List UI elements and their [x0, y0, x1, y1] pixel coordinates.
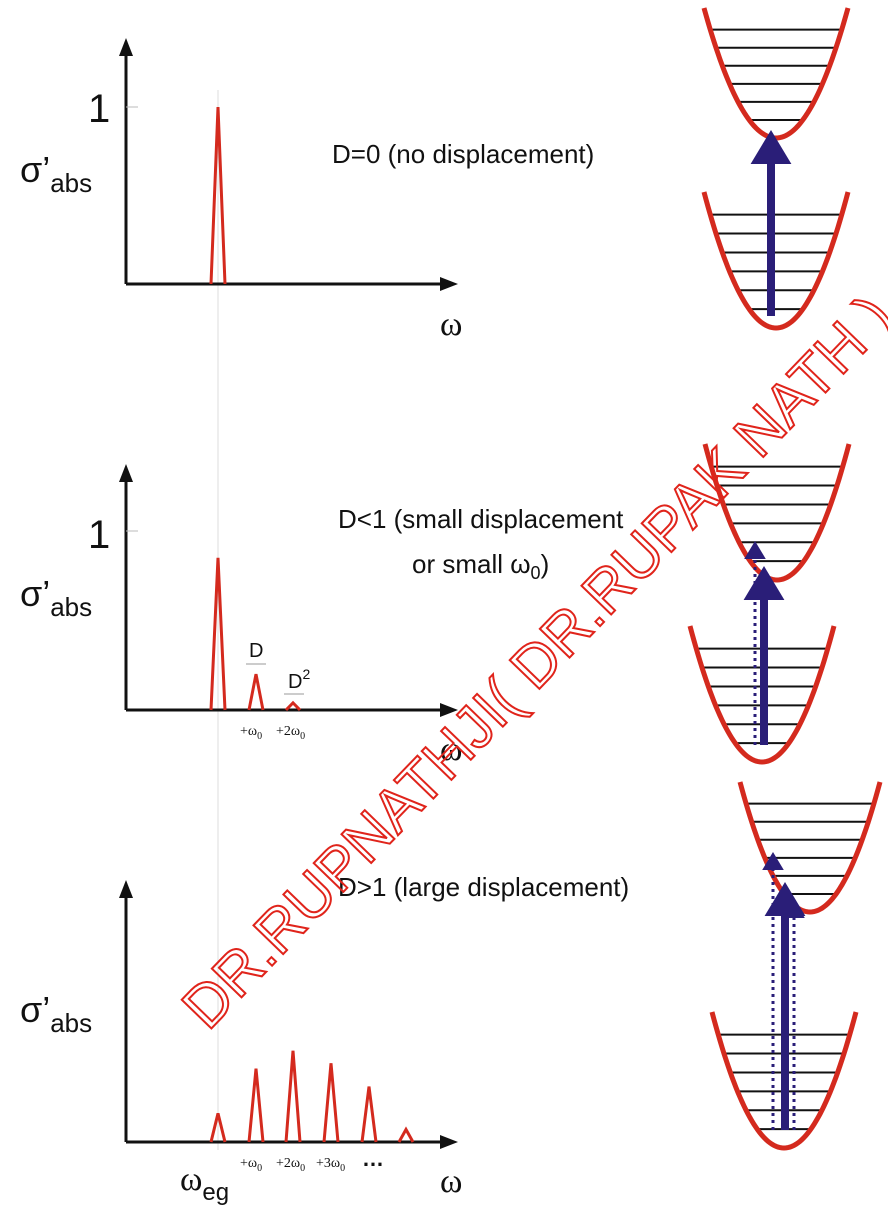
panel-2-peaks — [209, 557, 302, 712]
watermark-text: DR.RUPNATHJI( DR.RUPAK NATH ) — [169, 282, 888, 1041]
panel-2-y-arrowhead — [119, 464, 133, 482]
panel-3-x-tick-2: +2ω0 — [276, 1156, 305, 1174]
panel-3: σ’abs ω D>1 (large displacement) +ω0 +2ω0 +3ω… — [20, 872, 629, 1200]
panel-3-excited-well-curve — [737, 781, 883, 915]
panel-3-x-label: ω — [440, 1163, 462, 1200]
panel-3-dotted-arrow-2 — [783, 900, 805, 1130]
panel-1-peak-1 — [209, 106, 227, 285]
panel-2-peak-label-2: D2 — [288, 666, 310, 693]
panel-1-ground-well-curve — [701, 191, 851, 331]
panel-3-dotted-arrow-1 — [762, 852, 784, 1130]
panel-2-case-label-line-2: or small ω0) — [412, 549, 549, 583]
panel-3-dotted-arrow-1-head — [762, 852, 784, 870]
panel-3-excited-well — [737, 781, 883, 915]
panel-1-transition-arrow — [750, 130, 792, 316]
panel-3-peak-6 — [397, 1126, 415, 1143]
panel-1-y-tick-label: 1 — [88, 87, 110, 131]
panel-2-x-tick-2: +2ω0 — [276, 724, 305, 742]
panel-2-ground-well-curve — [687, 625, 837, 765]
panel-2-case-label-line-1: D<1 (small displacement — [338, 504, 624, 534]
panel-2-y-label: σ’abs — [20, 573, 92, 622]
panel-2-peak-2 — [247, 673, 265, 711]
panel-3-y-arrowhead — [119, 880, 133, 898]
panel-3-peak-3 — [284, 1050, 302, 1143]
panel-1-peaks — [209, 106, 227, 285]
panel-1-x-label: ω — [440, 306, 462, 343]
panel-2-x-label: ω — [440, 731, 462, 768]
panel-3-y-label: σ’abs — [20, 989, 92, 1038]
panel-2-x-tick-1: +ω0 — [240, 724, 262, 742]
panel-1-excited-well-curve — [701, 7, 851, 141]
panel-3-peak-4 — [322, 1063, 340, 1143]
panel-2: 1 σ’abs ω D D2 +ω0 +2ω0 D<1 (small displ… — [20, 464, 624, 768]
panel-3-dotted-arrow-2-head — [783, 900, 805, 918]
panel-3-case-label: D>1 (large displacement) — [338, 872, 629, 902]
panel-3-peak-2 — [247, 1068, 265, 1143]
panel-2-peak-3 — [284, 700, 302, 712]
panel-3-ground-well-curve — [709, 1011, 859, 1151]
panel-2-transition-arrow — [743, 566, 785, 745]
panel-3-x-arrowhead — [440, 1135, 458, 1149]
panel-2-peak-label-1: D — [249, 640, 263, 662]
panel-2-y-tick-label: 1 — [88, 513, 110, 557]
omega-eg-label: ωeg — [180, 1161, 229, 1206]
panel-3-transition-arrow — [764, 882, 806, 1130]
panel-1-y-arrowhead — [119, 38, 133, 56]
panel-2-transition-arrow-head — [743, 566, 785, 600]
panel-1: 1 σ’abs ω D=0 (no displacement) — [20, 38, 594, 343]
panel-3-x-tick-3: +3ω0 — [316, 1156, 345, 1174]
panel-3-ellipsis: … — [362, 1146, 384, 1171]
panel-1-case-label: D=0 (no displacement) — [332, 139, 594, 169]
panel-1-x-arrowhead — [440, 277, 458, 291]
panel-1-excited-well — [701, 7, 851, 141]
panel-3-x-tick-1: +ω0 — [240, 1156, 262, 1174]
panel-2-excited-well-curve — [702, 443, 852, 583]
panel-2-dotted-arrow — [744, 541, 766, 745]
panel-2-x-arrowhead — [440, 703, 458, 717]
panel-3-peak-5 — [360, 1086, 378, 1143]
panel-1-y-label: σ’abs — [20, 149, 92, 198]
panel-1-ground-well — [701, 191, 851, 331]
panel-3-peak-1 — [209, 1113, 227, 1143]
panel-1-transition-arrow-head — [750, 130, 792, 164]
panel-2-peak-1 — [209, 557, 227, 711]
panel-2-dotted-arrow-head — [744, 541, 766, 559]
panel-2-excited-well — [702, 443, 852, 583]
